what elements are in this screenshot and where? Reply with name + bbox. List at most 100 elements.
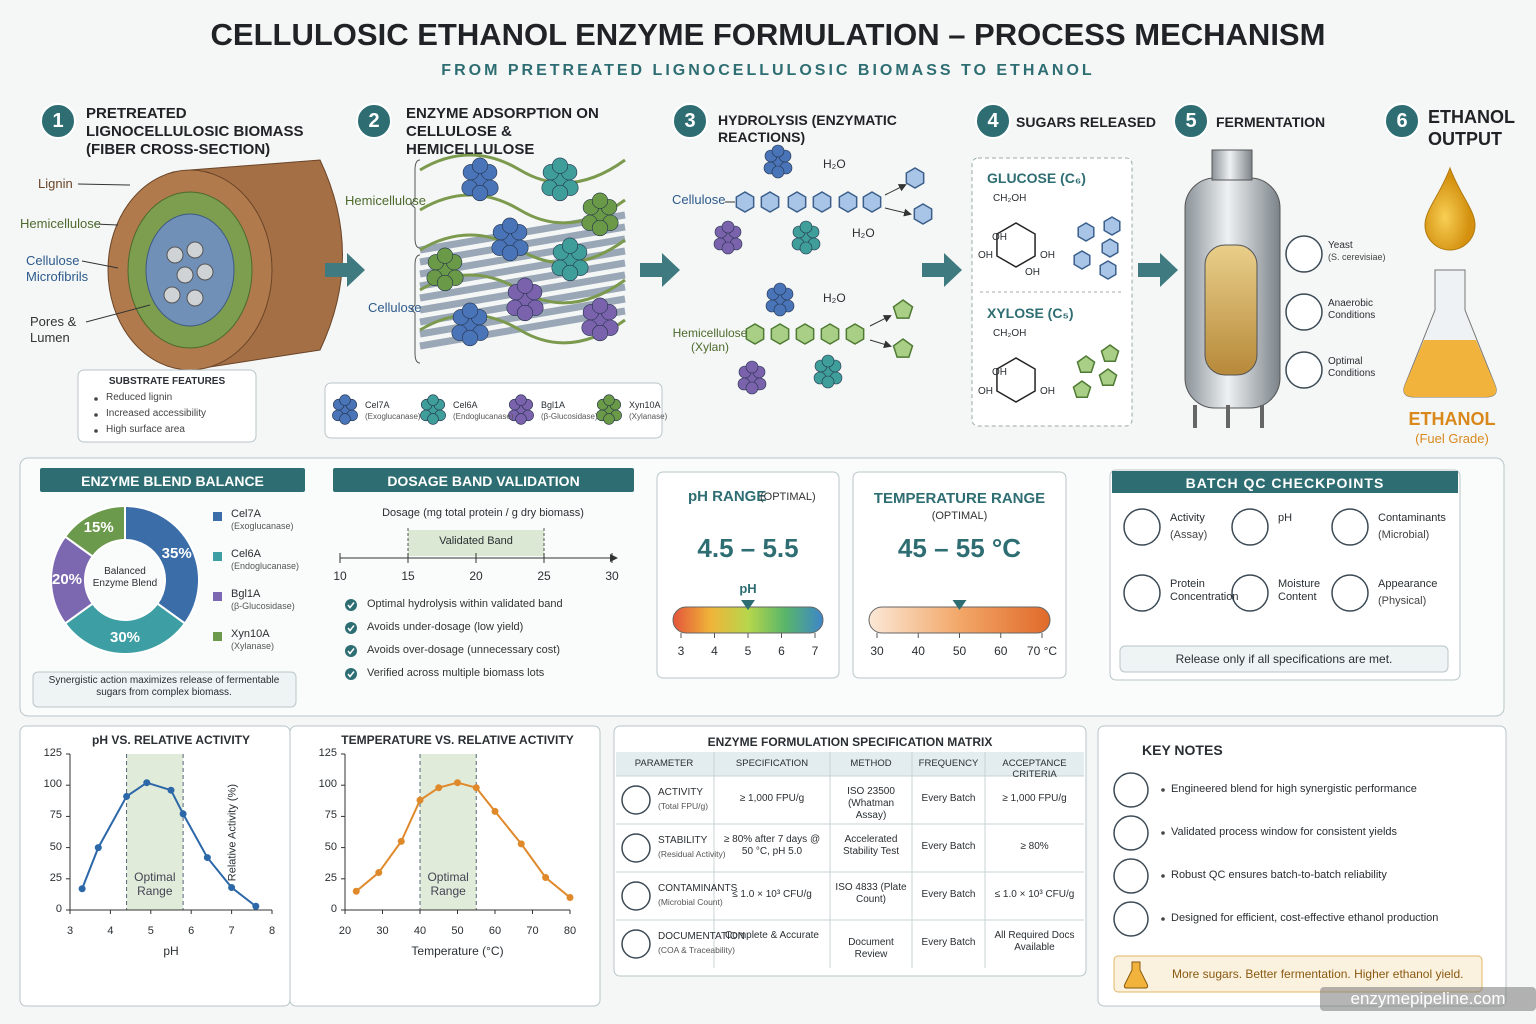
parameter-detail: (Total FPU/g) bbox=[658, 801, 709, 811]
notes-title: KEY NOTES bbox=[1142, 742, 1223, 758]
validated-band bbox=[408, 530, 544, 556]
feature-item: High surface area bbox=[106, 424, 185, 435]
step-title: PRETREATED LIGNOCELLULOSIC BIOMASS (FIBE… bbox=[86, 105, 304, 158]
sugar-ring bbox=[1076, 355, 1096, 374]
data-point bbox=[517, 840, 525, 848]
enzyme-icon bbox=[427, 413, 439, 425]
band-label: Optimal Range bbox=[134, 870, 176, 899]
step-badge bbox=[1173, 103, 1209, 139]
enzyme-icon bbox=[427, 394, 439, 406]
data-point bbox=[167, 786, 175, 794]
panel-title: DOSAGE BAND VALIDATION bbox=[387, 473, 580, 489]
enzyme-icon bbox=[515, 413, 527, 425]
x-tick-label: 30 bbox=[376, 925, 389, 937]
bullet bbox=[94, 413, 98, 417]
leader bbox=[81, 260, 119, 269]
icon bbox=[1113, 901, 1149, 937]
enzyme-icon bbox=[773, 303, 787, 317]
enzyme-icon bbox=[501, 217, 519, 234]
pore bbox=[196, 263, 214, 281]
step-number: 3 bbox=[684, 110, 696, 132]
check-mark bbox=[347, 671, 355, 678]
table-cell: Complete & Accurate bbox=[725, 930, 819, 941]
sugar-name: GLUCOSE (C₆) bbox=[987, 170, 1086, 186]
check-item: Verified across multiple biomass lots bbox=[367, 667, 545, 679]
reaction-arrow bbox=[869, 339, 892, 349]
sugar-ring bbox=[838, 191, 858, 213]
table-cell: Every Batch bbox=[921, 889, 976, 900]
data-point bbox=[228, 884, 236, 892]
table-cell: Every Batch bbox=[921, 937, 976, 948]
flow-arrow bbox=[1138, 253, 1178, 287]
gauge-bar bbox=[868, 606, 1051, 634]
note-item: Robust QC ensures batch-to-batch reliabi… bbox=[1171, 869, 1387, 881]
bullet bbox=[1161, 874, 1165, 878]
column-header: ACCEPTANCE CRITERIA bbox=[1002, 758, 1067, 781]
pore bbox=[176, 266, 194, 284]
enzyme-role: (Endoglucanase) bbox=[453, 412, 514, 421]
enzyme-icon bbox=[591, 219, 609, 237]
bullet bbox=[1161, 831, 1165, 835]
x-tick-label: 5 bbox=[744, 644, 752, 658]
band-label: Validated Band bbox=[439, 535, 513, 547]
check-mark bbox=[347, 602, 355, 609]
enzyme-icon bbox=[603, 413, 615, 425]
qc-item: Appearance bbox=[1378, 578, 1438, 590]
step-title: SUGARS RELEASED bbox=[1016, 114, 1157, 130]
product-label: ETHANOL bbox=[1408, 409, 1496, 429]
optimal-band bbox=[126, 754, 184, 910]
note-item: Validated process window for consistent … bbox=[1171, 826, 1398, 838]
leader bbox=[93, 223, 119, 226]
flask-icon bbox=[1123, 961, 1149, 989]
bracket bbox=[410, 159, 421, 249]
enzyme-icon bbox=[516, 304, 534, 322]
ring bbox=[996, 357, 1036, 403]
panel-title: BATCH QC CHECKPOINTS bbox=[1185, 475, 1385, 491]
gauge-qualifier: (OPTIMAL) bbox=[931, 510, 988, 522]
y-axis-title: Relative Activity (%) bbox=[226, 784, 239, 882]
chart-title: TEMPERATURE VS. RELATIVE ACTIVITY bbox=[341, 733, 574, 747]
data-point bbox=[94, 844, 102, 852]
condition-detail: (S. cerevisiae) bbox=[1328, 252, 1386, 262]
x-tick-label: 50 bbox=[451, 925, 464, 937]
qc-detail: (Microbial) bbox=[1378, 529, 1430, 541]
vessel-top bbox=[1211, 149, 1253, 181]
chem-group: OH bbox=[978, 250, 993, 261]
step-number: 1 bbox=[52, 110, 64, 132]
enzyme-role: (Xylanase) bbox=[629, 412, 668, 421]
data-point bbox=[566, 894, 574, 902]
gauge-bar bbox=[672, 606, 824, 634]
part-label: Lignin bbox=[38, 176, 73, 191]
notes-footer-box bbox=[1113, 955, 1483, 993]
step-number: 2 bbox=[368, 110, 380, 132]
panel-title: ENZYME BLEND BALANCE bbox=[81, 473, 264, 489]
enzyme-icon bbox=[515, 394, 527, 406]
enzyme-icon bbox=[591, 324, 609, 342]
gauge-marker bbox=[952, 600, 967, 610]
table-cell: ≥ 1,000 FPU/g bbox=[1002, 793, 1067, 804]
x-tick-label: 60 bbox=[488, 925, 502, 937]
icon bbox=[1231, 508, 1269, 546]
check-icon bbox=[345, 599, 357, 611]
sugar-ring bbox=[905, 167, 925, 189]
enzyme-role: (β-Glucosidase) bbox=[541, 412, 598, 421]
column-header: SPECIFICATION bbox=[735, 758, 809, 769]
features-title: SUBSTRATE FEATURES bbox=[108, 376, 226, 387]
sugar-ring bbox=[1103, 216, 1121, 236]
check-icon bbox=[345, 668, 357, 680]
enzyme-icon bbox=[745, 360, 759, 374]
table-cell: ISO 4833 (Plate Count) bbox=[835, 882, 907, 905]
table-cell: ≥ 80% bbox=[1020, 841, 1049, 852]
x-tick-label: 20 bbox=[469, 569, 483, 583]
x-tick-label: 8 bbox=[268, 925, 276, 937]
reaction-arrow bbox=[884, 184, 907, 196]
legend-description: (Endoglucanase) bbox=[231, 561, 300, 571]
icon bbox=[621, 881, 651, 911]
chem-group: OH bbox=[978, 386, 993, 397]
enzyme-name: Bgl1A bbox=[541, 400, 566, 410]
sugar-ring bbox=[892, 299, 914, 319]
check-mark bbox=[347, 625, 355, 632]
x-tick-label: 30 bbox=[870, 644, 884, 658]
panel-header bbox=[333, 468, 634, 492]
